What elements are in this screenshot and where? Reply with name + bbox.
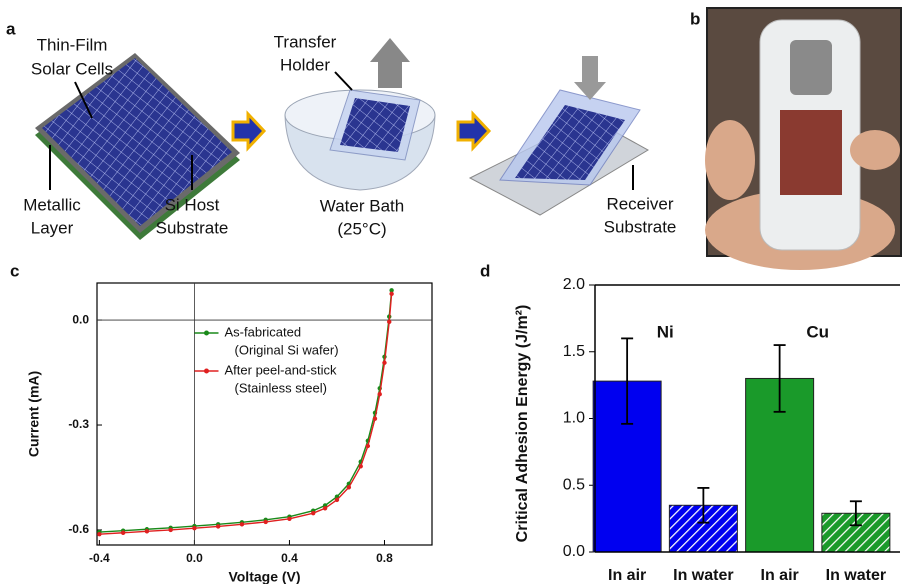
annotation: Layer — [31, 218, 74, 237]
legend-label: After peel-and-stick — [225, 362, 337, 377]
legend-swatch — [204, 369, 209, 374]
annotation: Receiver — [606, 194, 673, 213]
data-point — [240, 522, 244, 526]
y-tick-label: -0.3 — [68, 417, 89, 431]
data-point — [97, 532, 101, 536]
annotation: Si Host — [165, 195, 220, 214]
x-tick-label: 0.8 — [376, 551, 393, 565]
plot-frame — [97, 283, 432, 545]
annotation: Transfer — [274, 32, 337, 51]
data-point — [366, 444, 370, 448]
data-point — [168, 528, 172, 532]
camera — [790, 40, 832, 95]
annotation: Substrate — [604, 217, 677, 236]
group-label: Ni — [657, 322, 674, 341]
y-tick-label: 0.0 — [563, 543, 585, 560]
panel-label: c — [10, 261, 19, 280]
y-tick-label: 1.5 — [563, 343, 585, 360]
annotation: Holder — [280, 55, 330, 74]
data-point — [192, 526, 196, 530]
panel-label: d — [480, 261, 490, 280]
process-arrow — [233, 114, 264, 148]
panel-label: a — [6, 19, 16, 38]
legend-label: As-fabricated — [225, 324, 302, 339]
solar-cell-sticker — [780, 110, 842, 195]
pointer — [335, 72, 352, 90]
data-point — [121, 531, 125, 535]
x-tick-label: -0.4 — [89, 551, 110, 565]
x-axis-label: Voltage (V) — [228, 569, 300, 584]
y-tick-label: 0.5 — [563, 476, 585, 493]
annotation: (25°C) — [337, 219, 386, 238]
process-arrow — [458, 114, 489, 148]
annotation: Solar Cells — [31, 59, 113, 78]
data-point — [263, 520, 267, 524]
legend-note: (Original Si wafer) — [235, 342, 339, 357]
annotation: Thin-Film — [37, 35, 108, 54]
data-point — [287, 517, 291, 521]
annotation: Water Bath — [320, 196, 404, 215]
finger — [850, 130, 900, 170]
data-point — [311, 511, 315, 515]
x-tick-label: In air — [608, 567, 646, 584]
data-point — [145, 529, 149, 533]
data-point — [216, 524, 220, 528]
legend-swatch — [204, 331, 209, 336]
x-tick-label: In air — [761, 567, 799, 584]
annotation: Substrate — [156, 218, 229, 237]
data-point — [387, 320, 391, 324]
data-point — [378, 392, 382, 396]
x-tick-label: 0.0 — [186, 551, 203, 565]
y-tick-label: -0.6 — [68, 522, 89, 536]
y-axis-label: Critical Adhesion Energy (J/m²) — [514, 305, 531, 543]
data-point — [323, 506, 327, 510]
y-axis-label: Current (mA) — [26, 371, 42, 457]
y-tick-label: 2.0 — [563, 276, 585, 293]
x-tick-label: In water — [826, 567, 886, 584]
data-point — [389, 292, 393, 296]
lift-arrow — [370, 38, 410, 88]
y-tick-label: 0.0 — [72, 312, 89, 326]
group-label: Cu — [806, 322, 829, 341]
figure: a Thin-Film Solar Cells Metallic Layer S… — [0, 0, 903, 584]
y-tick-label: 1.0 — [563, 410, 585, 427]
x-tick-label: In water — [673, 567, 733, 584]
data-point — [335, 498, 339, 502]
data-point — [373, 417, 377, 421]
annotation: Metallic — [23, 195, 81, 214]
data-point — [347, 485, 351, 489]
press-arrow — [574, 56, 606, 100]
x-tick-label: 0.4 — [281, 551, 298, 565]
panel-label: b — [690, 9, 700, 28]
data-point — [359, 464, 363, 468]
thumb — [705, 120, 755, 200]
legend-note: (Stainless steel) — [235, 380, 327, 395]
data-point — [382, 361, 386, 365]
